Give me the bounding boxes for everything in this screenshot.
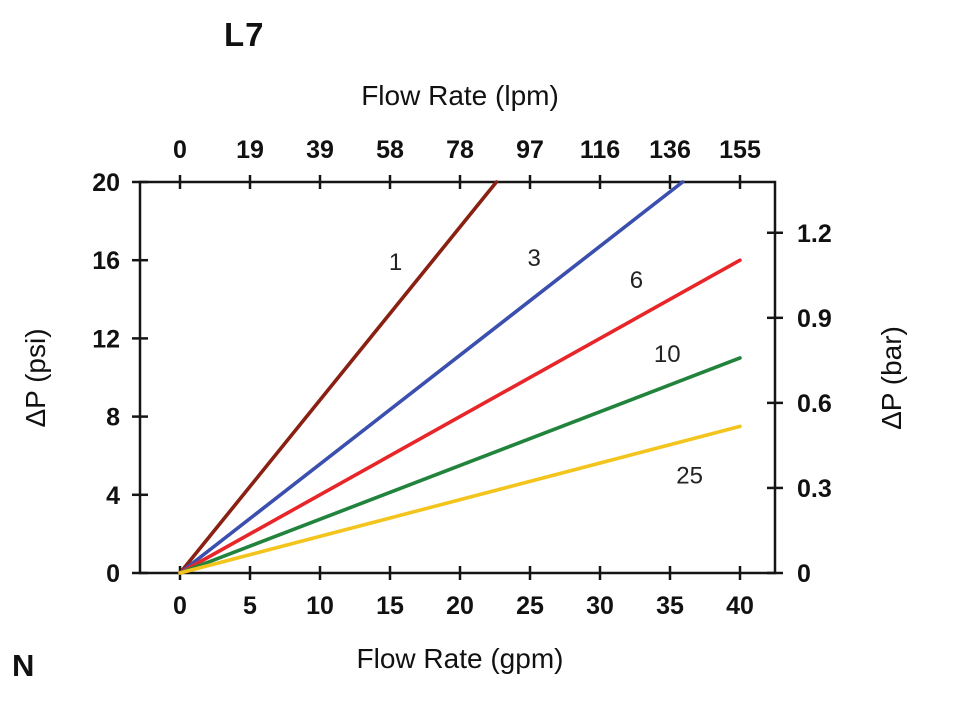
bottom-axis-tick-label: 40: [726, 592, 754, 620]
left-axis-tick-label: 8: [106, 404, 120, 432]
series-line-10: [178, 356, 742, 575]
right-axis-tick-label: 0.3: [797, 475, 832, 503]
top-axis-tick-label: 155: [719, 136, 761, 164]
series-label-1: 1: [389, 249, 402, 276]
series-label-6: 6: [630, 267, 643, 294]
series-label-25: 25: [676, 462, 703, 489]
right-axis-tick-label: 0: [797, 560, 811, 588]
top-axis-title: Flow Rate (lpm): [361, 80, 559, 111]
left-axis-tick-label: 0: [106, 560, 120, 588]
plot-frame: [138, 180, 777, 575]
bottom-axis-title: Flow Rate (gpm): [356, 643, 564, 674]
series-line-6: [178, 258, 742, 575]
series-line-1: [178, 180, 499, 575]
right-axis-tick-label: 0.9: [797, 305, 832, 333]
left-axis-tick-label: 12: [92, 325, 120, 353]
bottom-axis-tick-label: 0: [173, 592, 187, 620]
series-line-3: [178, 180, 685, 575]
right-axis-tick-label: 0.6: [797, 390, 832, 418]
top-axis-tick-label: 97: [516, 136, 544, 164]
bottom-axis-tick-label: 25: [516, 592, 544, 620]
top-axis-tick-label: 19: [236, 136, 264, 164]
chart-title: L7: [224, 16, 265, 53]
top-axis-tick-label: 0: [173, 136, 187, 164]
top-axis-tick-label: 78: [446, 136, 474, 164]
bottom-axis-tick-label: 5: [243, 592, 257, 620]
top-axis-tick-label: 39: [306, 136, 334, 164]
bottom-axis-tick-label: 35: [656, 592, 684, 620]
left-axis-tick-label: 4: [106, 482, 120, 510]
series-label-10: 10: [654, 341, 681, 368]
top-axis-tick-label: 116: [580, 136, 620, 164]
bottom-axis-tick-label: 20: [446, 592, 474, 620]
series-label-3: 3: [528, 245, 541, 272]
corner-letter: N: [12, 648, 35, 683]
top-axis-tick-label: 136: [649, 136, 691, 164]
left-axis-tick-label: 20: [92, 169, 120, 197]
top-axis-tick-label: 58: [376, 136, 404, 164]
bottom-axis-tick-label: 10: [306, 592, 334, 620]
bottom-axis-tick-label: 15: [376, 592, 404, 620]
right-axis-tick-label: 1.2: [797, 220, 832, 248]
bottom-axis-tick-label: 30: [586, 592, 614, 620]
left-axis-tick-label: 16: [92, 247, 120, 275]
series-line-25: [178, 424, 742, 575]
